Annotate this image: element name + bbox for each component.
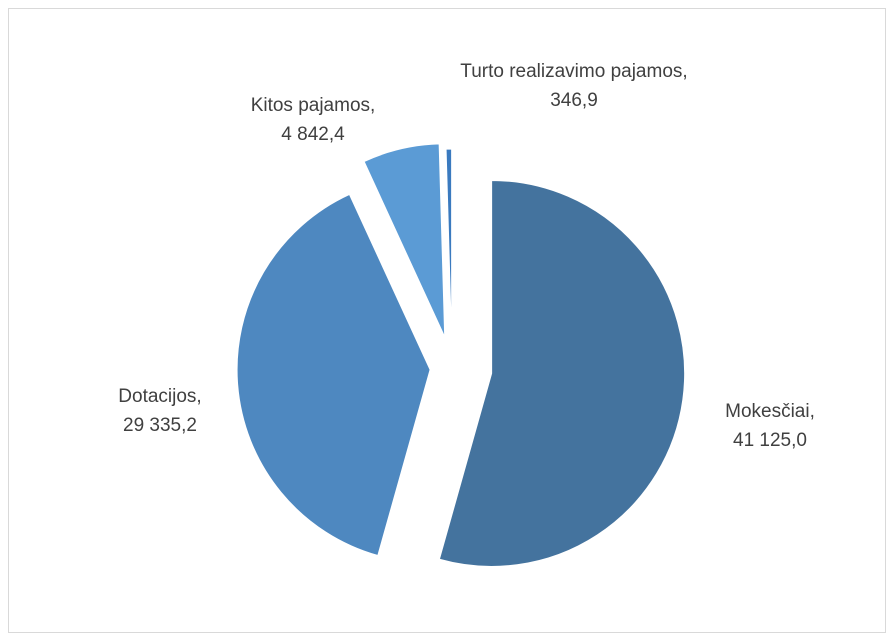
value-label: 29 335,2 <box>123 415 197 436</box>
pie-slice <box>363 143 446 338</box>
slice-label: Turto realizavimo pajamos, <box>460 61 687 82</box>
value-label: 4 842,4 <box>281 124 345 145</box>
chart-frame <box>8 8 886 633</box>
pie-slice <box>438 179 686 567</box>
value-label: 41 125,0 <box>733 430 807 451</box>
pie-slice <box>445 148 453 343</box>
slice-label: Kitos pajamos, <box>251 95 376 116</box>
slice-label: Dotacijos, <box>118 386 201 407</box>
value-label: 346,9 <box>550 90 598 111</box>
slice-label: Mokesčiai, <box>725 401 815 422</box>
pie-slice <box>236 193 431 557</box>
